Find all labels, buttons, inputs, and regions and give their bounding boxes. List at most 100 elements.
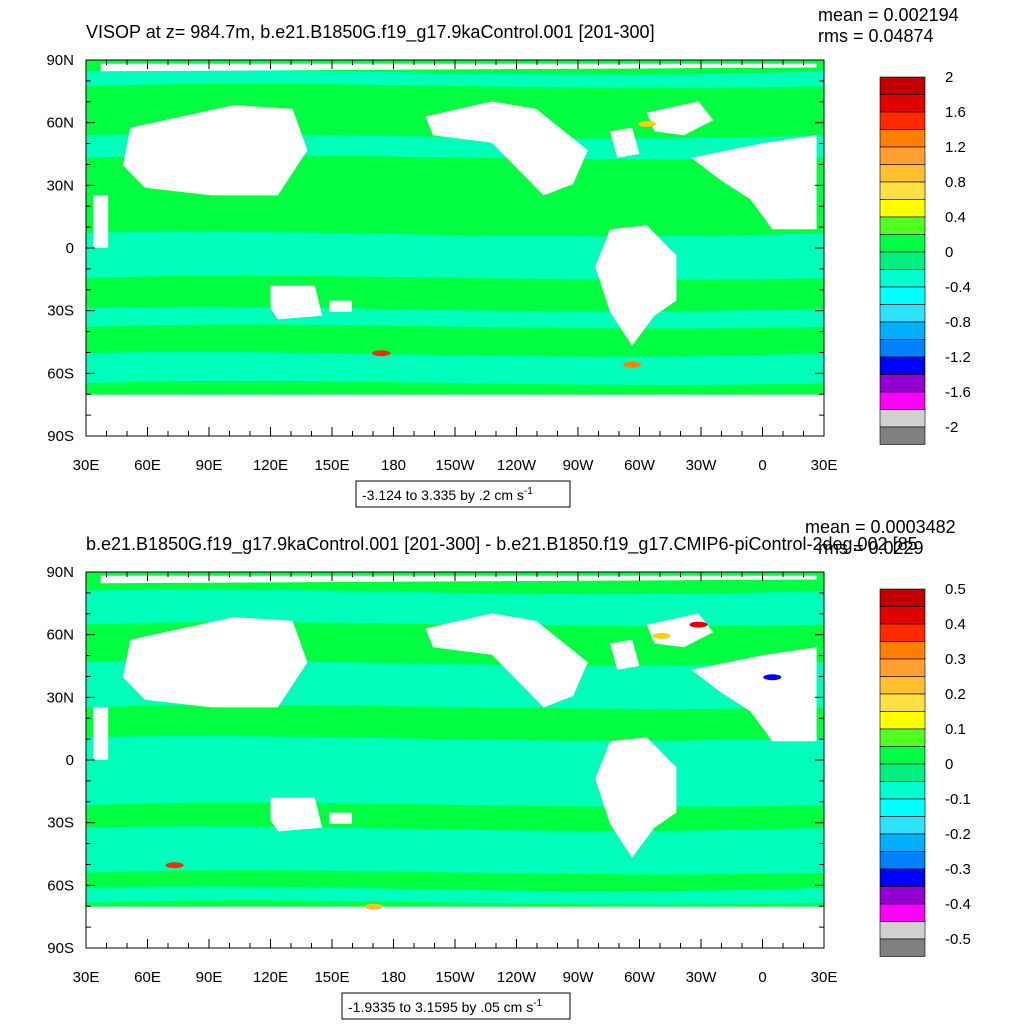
x-tick-label: 120E — [253, 457, 288, 474]
x-tick-label: 180 — [381, 969, 406, 986]
colorbar-swatch — [879, 269, 926, 288]
land-mask — [100, 63, 817, 72]
x-tick-label: 30E — [73, 457, 100, 474]
land-mask — [86, 906, 824, 948]
colorbar-swatch — [879, 234, 926, 253]
colorbar-swatch — [879, 339, 926, 358]
x-tick-label: 150E — [314, 969, 349, 986]
land-mask — [93, 195, 109, 248]
x-tick-label: 120E — [253, 969, 288, 986]
colorbar-swatch — [879, 833, 926, 852]
y-tick-label: 0 — [66, 240, 74, 257]
colorbar-swatch — [879, 321, 926, 340]
colorbar-swatch — [879, 816, 926, 835]
colorbar-label: 0 — [945, 244, 953, 261]
y-tick-label: 60S — [47, 877, 74, 894]
y-tick-label: 30N — [46, 689, 74, 706]
colorbar-swatch — [879, 94, 926, 113]
land-mask — [595, 225, 677, 346]
colorbar-label: 0.1 — [945, 721, 966, 738]
x-tick-label: 0 — [758, 969, 766, 986]
colorbar-swatch — [879, 676, 926, 695]
colorbar-swatch — [879, 606, 926, 625]
y-tick-label: 90S — [47, 428, 74, 445]
x-tick-label: 90W — [563, 969, 595, 986]
colorbar-swatch — [879, 851, 926, 870]
land-mask — [610, 127, 640, 158]
colorbar-label: -0.4 — [945, 896, 971, 913]
land-mask — [691, 647, 817, 742]
cyan-band — [86, 736, 824, 807]
colorbar-swatch — [879, 199, 926, 218]
colorbar-swatch — [879, 781, 926, 800]
panel-1: 30E 60E 90E 120E 150E 180 150W 120W 90W 60W 30W 0 30… — [46, 5, 971, 508]
land-mask — [425, 613, 588, 708]
colorbar-swatch — [879, 251, 926, 270]
x-tick-label: 90E — [196, 969, 223, 986]
colorbar-swatch — [879, 711, 926, 730]
cyan-band — [86, 69, 824, 88]
anomaly-spot — [763, 674, 782, 681]
colorbar-label: -0.1 — [945, 791, 971, 808]
x-tick-label: 90W — [563, 457, 595, 474]
colorbar-swatch — [879, 798, 926, 817]
y-tick-label: 0 — [66, 752, 74, 769]
colorbar-swatch — [879, 304, 926, 323]
x-tick-label: 150E — [314, 457, 349, 474]
cyan-band — [86, 826, 824, 875]
x-tick-label: 30E — [811, 457, 838, 474]
colorbar-label: 2 — [945, 69, 953, 86]
colorbar-label: -1.6 — [945, 384, 971, 401]
x-tick-label: 90E — [196, 457, 223, 474]
x-tick-label: 30W — [686, 969, 718, 986]
rms-label: rms = 0.04874 — [818, 26, 934, 46]
colorbar-label: 0.3 — [945, 651, 966, 668]
land-mask — [646, 101, 714, 136]
x-tick-label: 60W — [624, 457, 656, 474]
colorbar-swatch — [879, 356, 926, 375]
colorbar-label: 1.6 — [945, 104, 966, 121]
land-mask — [100, 575, 817, 584]
land-mask — [86, 394, 824, 436]
colorbar-swatch — [879, 391, 926, 410]
colorbar-swatch — [879, 693, 926, 712]
cyan-band — [86, 231, 824, 280]
y-tick-label: 60N — [46, 627, 74, 644]
range-unit-exponent: -1 — [524, 486, 533, 497]
colorbar-swatch — [879, 641, 926, 660]
range-box — [355, 480, 571, 508]
y-tick-label: 90N — [46, 52, 74, 69]
x-tick-label: 150W — [435, 457, 475, 474]
y-tick-label: 90S — [47, 940, 74, 957]
colorbar-swatch — [879, 903, 926, 922]
anomaly-spot — [364, 903, 383, 910]
colorbar-swatch — [879, 886, 926, 905]
land-mask — [595, 737, 677, 858]
x-tick-label: 150W — [435, 969, 475, 986]
x-tick-label: 30E — [73, 969, 100, 986]
x-tick-label: 120W — [497, 969, 537, 986]
colorbar-swatch — [879, 146, 926, 165]
colorbar-swatch — [879, 286, 926, 305]
colorbar-swatch — [879, 938, 926, 957]
land-mask — [425, 101, 588, 196]
colorbar-label: -0.2 — [945, 826, 971, 843]
panel-2: 30E 60E 90E 120E 150E 180 150W 120W 90W 60W 30W 0 30… — [46, 517, 971, 1020]
colorbar-swatch — [879, 658, 926, 677]
range-unit-exponent: -1 — [533, 998, 542, 1009]
land-mask — [270, 285, 323, 320]
range-label: -3.124 to 3.335 by .2 cm s-1 — [362, 486, 533, 503]
colorbar-label: -1.2 — [945, 349, 971, 366]
chart-title: b.e21.B1850G.f19_g17.9kaControl.001 [201… — [86, 534, 918, 555]
land-mask — [329, 812, 352, 824]
y-tick-label: 30N — [46, 177, 74, 194]
y-tick-label: 60N — [46, 115, 74, 132]
land-mask — [122, 617, 308, 708]
land-mask — [270, 797, 323, 832]
cyan-band — [86, 886, 824, 905]
colorbar-label: -0.5 — [945, 931, 971, 948]
anomaly-spot — [652, 632, 671, 639]
anomaly-spot — [165, 862, 184, 869]
x-tick-label: 60W — [624, 969, 656, 986]
